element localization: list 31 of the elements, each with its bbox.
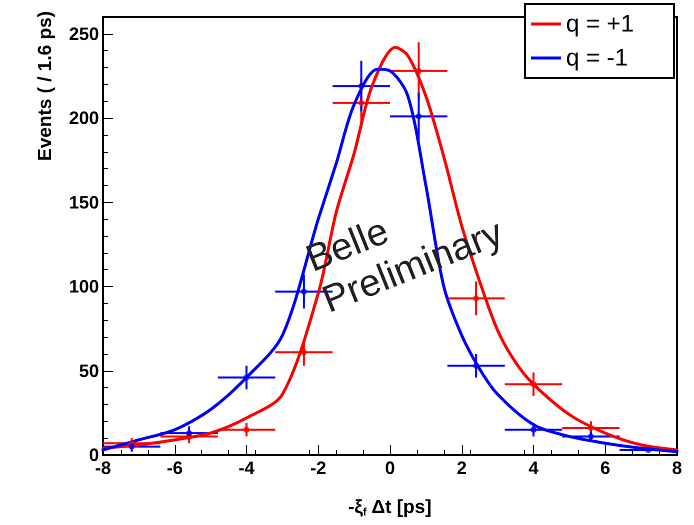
point bbox=[186, 430, 192, 436]
y-tick-label: 200 bbox=[68, 108, 99, 128]
point bbox=[416, 113, 422, 120]
x-tick-label: -4 bbox=[238, 458, 255, 478]
point bbox=[300, 349, 307, 356]
y-tick-label: 100 bbox=[68, 276, 99, 297]
legend-label: q = -1 bbox=[566, 44, 628, 72]
x-tick-label: -2 bbox=[310, 458, 326, 478]
y-axis-title: Events ( / 1.6 ps) bbox=[35, 11, 56, 161]
point bbox=[358, 100, 364, 106]
x-tick-label: 8 bbox=[672, 458, 682, 478]
point bbox=[300, 288, 307, 295]
y-tick-label: 250 bbox=[68, 24, 99, 44]
point bbox=[645, 446, 652, 453]
x-tick-label: 0 bbox=[384, 458, 396, 478]
x-tick-label: -6 bbox=[166, 458, 183, 478]
x-tick-label: 6 bbox=[600, 458, 610, 478]
point bbox=[530, 381, 536, 388]
y-tick-label: 50 bbox=[78, 360, 99, 381]
point bbox=[588, 425, 594, 432]
point bbox=[244, 426, 250, 433]
y-tick-label: 0 bbox=[88, 445, 99, 465]
x-tick-label: 4 bbox=[528, 458, 539, 478]
point bbox=[358, 83, 364, 90]
point bbox=[530, 426, 536, 433]
y-tick-label: 150 bbox=[68, 192, 99, 212]
x-tick-label: 2 bbox=[456, 458, 467, 478]
legend-label: q = +1 bbox=[566, 10, 634, 38]
point bbox=[588, 433, 594, 440]
point bbox=[244, 374, 250, 381]
point bbox=[473, 362, 480, 369]
